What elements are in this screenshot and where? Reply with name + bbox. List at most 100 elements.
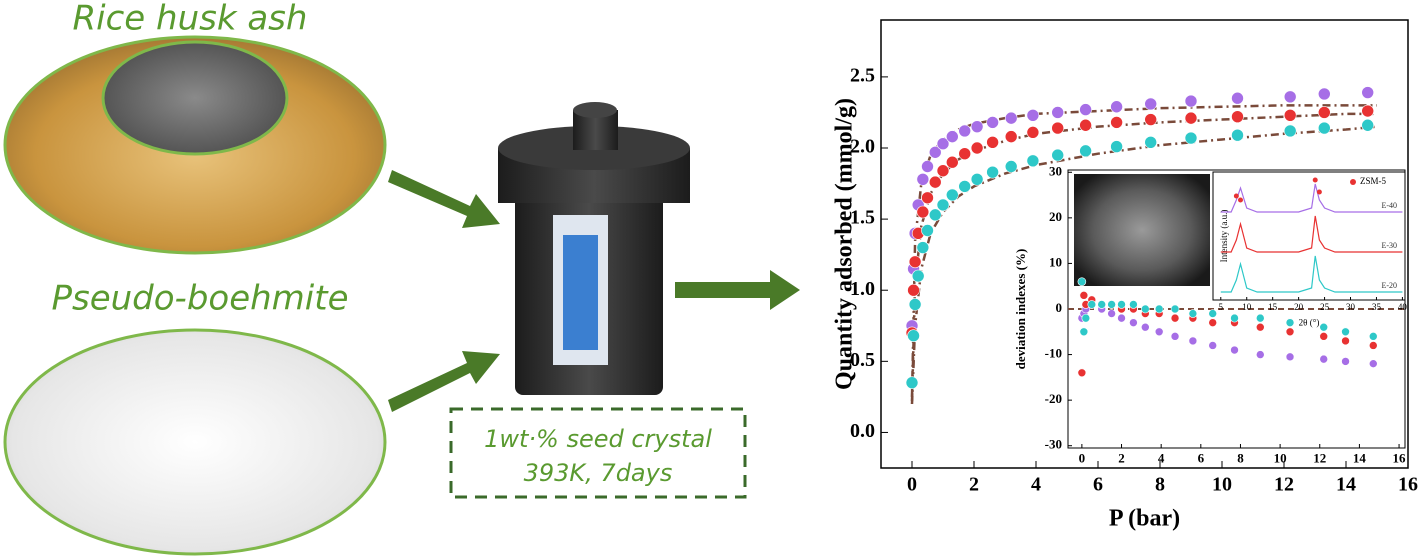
- x-tick-label: 10: [1242, 302, 1252, 312]
- data-point: [1208, 309, 1218, 318]
- data-point: [1255, 313, 1265, 323]
- x-tick-label: 2: [969, 474, 979, 496]
- condition: 1wt·% seed crystal: [484, 425, 712, 453]
- data-point: [1107, 309, 1116, 318]
- data-point: [1079, 118, 1092, 132]
- data-point: [1285, 318, 1295, 327]
- data-point: [1341, 336, 1350, 346]
- x-tick-label: 6: [1198, 451, 1205, 466]
- x-tick-label: 16: [1393, 451, 1407, 466]
- data-point: [911, 269, 925, 283]
- x-tick-label: 4: [1031, 474, 1041, 496]
- plot-frame: [880, 19, 1409, 469]
- data-point: [1129, 300, 1138, 309]
- data-point: [936, 198, 950, 212]
- legend-marker: [1350, 179, 1356, 185]
- y-axis-label: Quantity adsorbed (mmol/g): [832, 98, 858, 390]
- y-tick-label: 10: [1049, 254, 1062, 269]
- y-tick-label: 2.0: [850, 136, 875, 158]
- data-point: [1026, 126, 1040, 139]
- data-point: [958, 147, 972, 160]
- data-point: [1283, 108, 1297, 122]
- data-point: [936, 137, 950, 151]
- data-point: [1285, 327, 1295, 337]
- zsm5-marker: [1316, 189, 1322, 195]
- y-axis-label: deviation indexes (%): [1013, 249, 1028, 370]
- data-point: [1188, 309, 1198, 318]
- y-tick-label: 1.5: [850, 207, 875, 229]
- data-point: [1051, 121, 1064, 135]
- data-point: [1184, 111, 1198, 125]
- xrd-trace: [1220, 183, 1403, 213]
- data-point: [1110, 116, 1123, 129]
- data-point: [1004, 130, 1018, 143]
- x-tick-label: 4: [1158, 451, 1165, 466]
- data-point: [1154, 327, 1164, 337]
- y-tick-label: -20: [1045, 391, 1062, 406]
- data-point: [958, 124, 972, 138]
- boehmite-photo: [3, 328, 387, 556]
- data-point: [1141, 304, 1150, 314]
- x-tick-label: 10: [1212, 474, 1232, 496]
- data-point: [1231, 128, 1244, 142]
- data-point: [1081, 313, 1091, 323]
- x-tick-label: 15: [1268, 302, 1278, 312]
- x-tick-label: 20: [1294, 302, 1304, 312]
- data-point: [986, 165, 999, 179]
- data-point: [1318, 106, 1331, 119]
- x-tick-label: 2: [1118, 451, 1125, 466]
- data-point: [1341, 357, 1350, 366]
- zsm5-marker: [1238, 197, 1244, 203]
- data-point: [916, 241, 930, 254]
- data-point: [1004, 111, 1018, 125]
- data-point: [1154, 304, 1164, 314]
- data-point: [1319, 332, 1329, 341]
- xrd-trace: [1220, 255, 1403, 293]
- x-tick-label: 0: [1079, 451, 1086, 466]
- data-point: [1368, 332, 1378, 341]
- data-point: [1361, 104, 1374, 118]
- inset-frame: [1212, 171, 1406, 301]
- y-tick-label: 20: [1049, 209, 1062, 224]
- data-point: [958, 180, 972, 193]
- y-tick-label: 1.0: [850, 278, 875, 300]
- data-point: [945, 188, 959, 202]
- material-label: Pseudo-boehmite: [51, 279, 348, 319]
- data-point: [1188, 336, 1198, 346]
- data-point: [1129, 318, 1138, 327]
- legend-label: E-20: [1381, 281, 1397, 290]
- data-point: [1184, 131, 1198, 145]
- zsm5-marker: [1233, 193, 1239, 199]
- fit-line: [910, 125, 1378, 405]
- data-point: [1170, 332, 1180, 341]
- y-tick-label: 0.0: [850, 420, 875, 442]
- data-point: [921, 160, 934, 173]
- data-point: [945, 155, 959, 169]
- data-point: [1110, 140, 1123, 153]
- data-point: [1117, 313, 1126, 323]
- data-point: [1110, 100, 1123, 114]
- data-point: [1231, 91, 1244, 105]
- ash-photo: [101, 40, 289, 156]
- condition: 393K, 7days: [524, 459, 673, 487]
- legend-label: E-30: [1381, 241, 1397, 250]
- data-point: [1230, 313, 1239, 323]
- data-point: [1004, 160, 1018, 173]
- data-point: [905, 376, 919, 389]
- data-point: [1144, 113, 1157, 126]
- data-point: [970, 141, 984, 155]
- data-point: [907, 283, 920, 297]
- data-point: [1087, 300, 1097, 309]
- data-point: [928, 208, 942, 222]
- legend-label: ZSM-5: [1360, 176, 1387, 186]
- data-point: [908, 255, 922, 269]
- data-point: [1341, 327, 1350, 337]
- x-tick-label: 8: [1155, 474, 1165, 496]
- data-point: [1255, 322, 1265, 332]
- reactor-knob-top: [573, 102, 617, 118]
- y-tick-label: 0.5: [850, 349, 875, 371]
- data-point: [1077, 368, 1087, 378]
- y-tick-label: -10: [1045, 346, 1062, 361]
- data-point: [1170, 304, 1180, 314]
- data-point: [1318, 121, 1331, 135]
